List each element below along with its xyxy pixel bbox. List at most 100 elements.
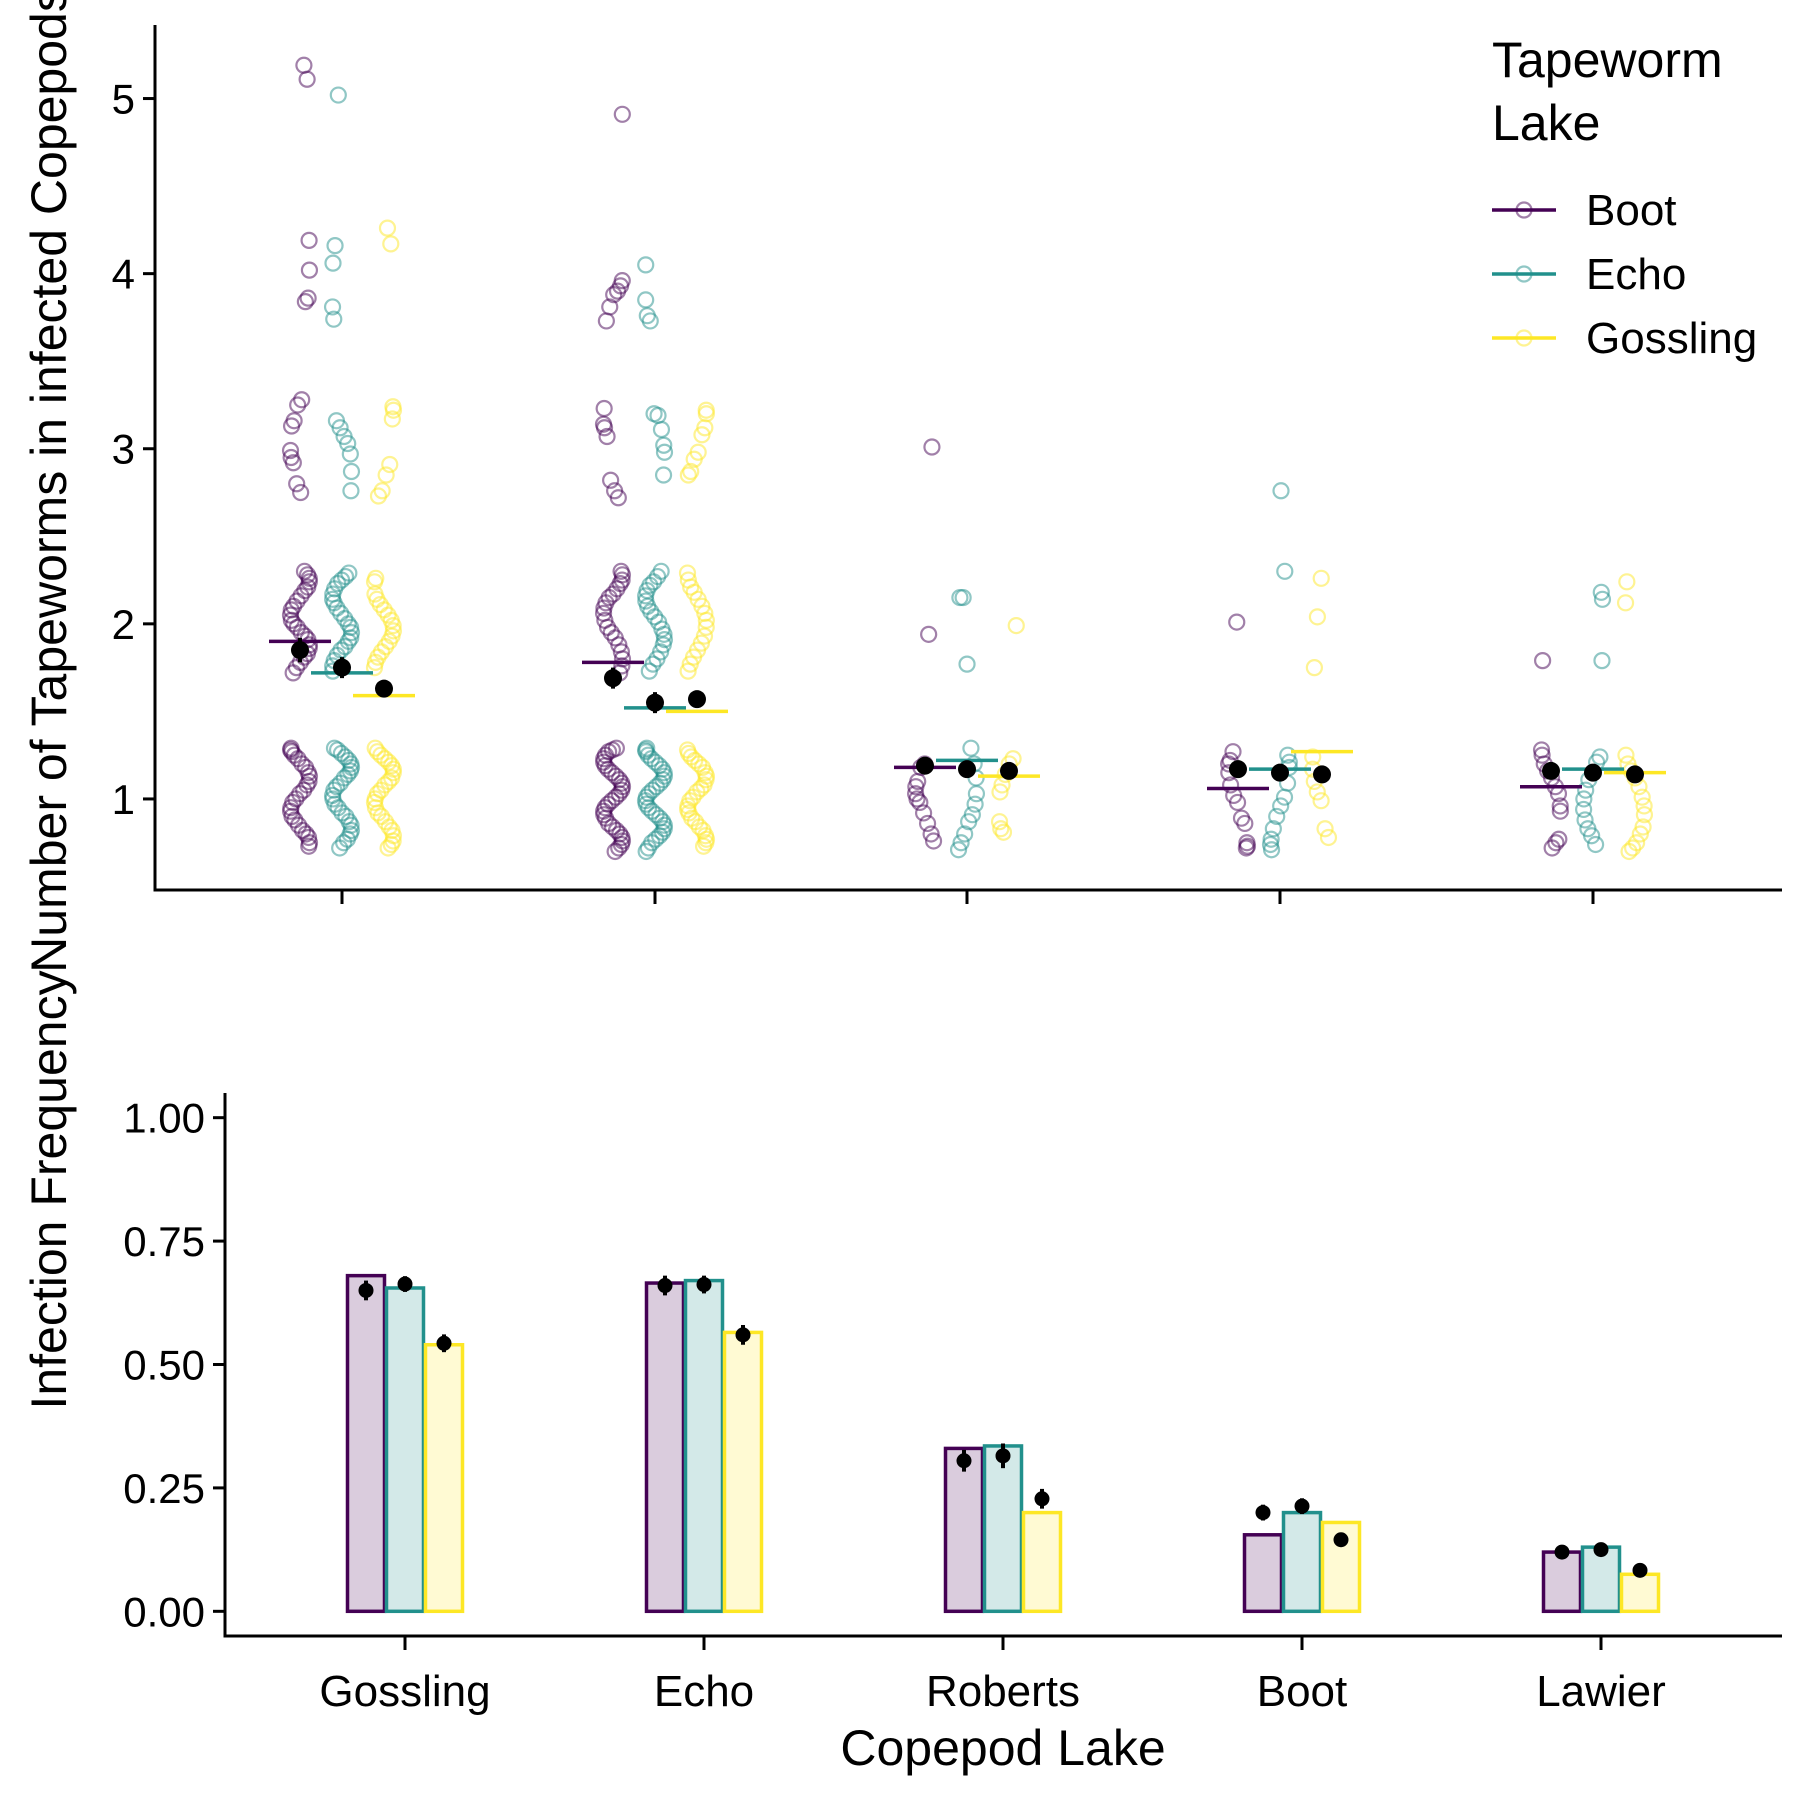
point-echo-echo xyxy=(655,625,673,643)
x-tick-label-roberts: Roberts xyxy=(926,1667,1080,1716)
point-boot-gossling xyxy=(298,70,316,88)
bottom-y-tick-label: 1.00 xyxy=(123,1095,205,1142)
estimate-point-gossling-echo xyxy=(735,1327,751,1343)
point-gossling-gossling xyxy=(384,401,403,419)
point-boot-gossling xyxy=(300,261,319,279)
point-gossling-echo xyxy=(682,462,700,481)
x-tick-label-boot: Boot xyxy=(1257,1667,1348,1716)
estimate-point-echo-gossling xyxy=(397,1276,413,1292)
point-echo-echo xyxy=(637,291,655,309)
point-echo-echo xyxy=(646,608,664,626)
point-boot-roberts xyxy=(918,814,937,833)
point-echo-lawier xyxy=(1575,790,1593,808)
point-boot-gossling xyxy=(284,664,302,682)
bottom-y-tick-label: 0.75 xyxy=(123,1218,205,1265)
point-gossling-echo xyxy=(694,837,713,855)
point-echo-echo xyxy=(641,312,659,330)
point-boot-roberts xyxy=(924,832,943,850)
point-echo-gossling xyxy=(326,237,344,255)
point-echo-echo xyxy=(654,466,673,484)
point-echo-gossling xyxy=(331,419,349,437)
legend: Tapeworm Lake Boot Echo Gossling xyxy=(1492,32,1757,363)
estimate-point-echo-gossling xyxy=(333,658,351,677)
point-boot-roberts xyxy=(914,804,933,822)
estimate-point-boot-roberts xyxy=(916,756,934,775)
point-boot-echo xyxy=(613,105,631,123)
point-gossling-echo xyxy=(681,655,699,673)
bar-boot-gossling xyxy=(345,1273,387,1614)
point-echo-gossling xyxy=(331,839,349,857)
point-boot-gossling xyxy=(295,56,313,74)
estimate-point-gossling-roberts xyxy=(1000,761,1018,780)
point-gossling-roberts xyxy=(991,783,1009,801)
point-gossling-gossling xyxy=(365,573,384,591)
point-echo-echo xyxy=(637,256,655,274)
point-boot-echo xyxy=(595,599,613,617)
point-boot-gossling xyxy=(282,417,301,435)
estimate-point-boot-gossling xyxy=(291,641,309,660)
point-gossling-boot xyxy=(1305,659,1323,677)
point-echo-lawier xyxy=(1593,590,1612,608)
point-echo-boot xyxy=(1272,482,1290,500)
point-gossling-boot xyxy=(1319,828,1338,847)
point-gossling-lawier xyxy=(1616,594,1635,612)
point-boot-echo xyxy=(595,399,613,418)
point-boot-gossling xyxy=(292,483,310,502)
point-gossling-lawier xyxy=(1635,806,1654,824)
point-boot-echo xyxy=(613,657,631,675)
point-echo-roberts xyxy=(967,785,986,803)
top-points xyxy=(281,56,1654,861)
estimate-point-boot-boot xyxy=(1255,1505,1271,1521)
estimate-point-gossling-lawier xyxy=(1626,765,1644,784)
legend-marker-echo xyxy=(1515,265,1533,283)
point-echo-gossling xyxy=(342,629,360,647)
point-echo-echo xyxy=(655,436,673,454)
point-boot-echo xyxy=(595,419,614,437)
top-y-axis-label: Number of Tapeworms in infected Copepods xyxy=(21,0,77,973)
point-boot-boot xyxy=(1228,793,1247,812)
estimate-point-gossling-gossling xyxy=(375,679,393,698)
point-gossling-boot xyxy=(1308,608,1326,626)
bottom-estimates xyxy=(358,1275,1648,1578)
point-gossling-gossling xyxy=(381,455,399,474)
top-y-tick-label: 1 xyxy=(112,776,135,823)
point-echo-boot xyxy=(1264,820,1282,838)
point-echo-echo xyxy=(652,420,671,439)
point-boot-gossling xyxy=(300,231,318,249)
point-gossling-lawier xyxy=(1617,746,1635,764)
point-echo-gossling xyxy=(323,298,342,316)
estimate-point-boot-echo xyxy=(604,669,622,688)
bar-boot-roberts xyxy=(943,1446,985,1614)
estimate-point-boot-lawier xyxy=(1542,761,1560,780)
point-boot-roberts xyxy=(911,793,929,812)
x-tick-label-lawier: Lawier xyxy=(1536,1667,1666,1716)
point-gossling-echo xyxy=(697,834,715,852)
legend-label-boot: Boot xyxy=(1586,186,1677,235)
estimate-point-echo-roberts xyxy=(958,760,976,779)
estimate-point-gossling-lawier xyxy=(1632,1562,1648,1578)
point-echo-roberts xyxy=(956,825,974,843)
point-echo-gossling xyxy=(339,434,357,453)
point-gossling-echo xyxy=(685,450,703,468)
estimate-point-echo-boot xyxy=(1271,763,1289,782)
point-gossling-gossling xyxy=(379,839,397,857)
bar-echo-gossling xyxy=(384,1286,426,1614)
top-y-tick-label: 5 xyxy=(112,76,135,123)
point-boot-lawier xyxy=(1534,652,1552,670)
point-gossling-echo xyxy=(697,618,715,636)
point-gossling-gossling xyxy=(384,616,402,635)
point-boot-roberts xyxy=(922,825,940,843)
point-boot-lawier xyxy=(1551,802,1569,820)
bottom-y-tick-label: 0.25 xyxy=(123,1465,205,1512)
point-gossling-lawier xyxy=(1635,797,1653,815)
bar-gossling-gossling xyxy=(423,1343,465,1614)
point-echo-roberts xyxy=(958,655,976,673)
estimate-point-boot-echo xyxy=(657,1278,673,1294)
point-gossling-roberts xyxy=(994,823,1013,841)
point-echo-gossling xyxy=(335,834,353,852)
estimate-point-echo-lawier xyxy=(1584,763,1602,782)
point-boot-lawier xyxy=(1551,797,1569,815)
estimate-point-boot-gossling xyxy=(358,1282,374,1298)
bar-gossling-lawier xyxy=(1619,1572,1661,1614)
point-gossling-lawier xyxy=(1633,788,1651,806)
